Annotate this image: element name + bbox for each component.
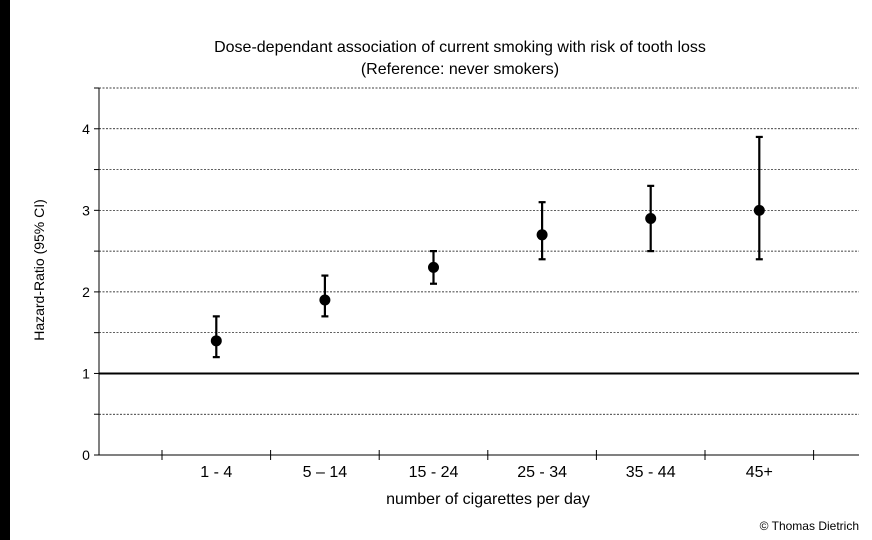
- marks-layer: [210, 135, 765, 359]
- x-tick-label: 25 - 34: [517, 464, 567, 481]
- chart-title: Dose-dependant association of current sm…: [214, 39, 706, 56]
- hazard-ratio-point: [753, 204, 765, 216]
- y-tick-label: 2: [82, 284, 90, 300]
- y-tick-label: 0: [82, 447, 90, 463]
- chart-frame: Dose-dependant association of current sm…: [10, 0, 872, 540]
- axis-layer: 0 1 2 3 4 1 - 4 5 – 14 15 - 24 25 - 34 35 - 44 45+: [82, 87, 859, 481]
- x-tick-label: 35 - 44: [626, 464, 676, 481]
- y-tick-label: 1: [82, 365, 90, 381]
- x-tick-label: 5 – 14: [303, 464, 348, 481]
- hazard-ratio-point: [210, 335, 222, 347]
- chart-subtitle: (Reference: never smokers): [361, 61, 559, 78]
- y-tick-label: 4: [82, 121, 90, 137]
- y-axis-title: Hazard-Ratio (95% CI): [31, 199, 47, 341]
- copyright-credit: © Thomas Dietrich: [760, 519, 859, 533]
- y-tick-label: 3: [82, 202, 90, 218]
- x-tick-label: 45+: [746, 464, 773, 481]
- x-tick-label: 15 - 24: [409, 464, 459, 481]
- hazard-ratio-point: [536, 229, 548, 241]
- x-axis-title: number of cigarettes per day: [386, 491, 590, 508]
- x-tick-label: 1 - 4: [200, 464, 232, 481]
- hazard-ratio-point: [428, 261, 439, 273]
- chart-svg: Dose-dependant association of current sm…: [31, 39, 859, 533]
- hazard-ratio-point: [319, 294, 331, 306]
- hazard-ratio-point: [645, 212, 657, 224]
- grid-layer: [99, 87, 859, 415]
